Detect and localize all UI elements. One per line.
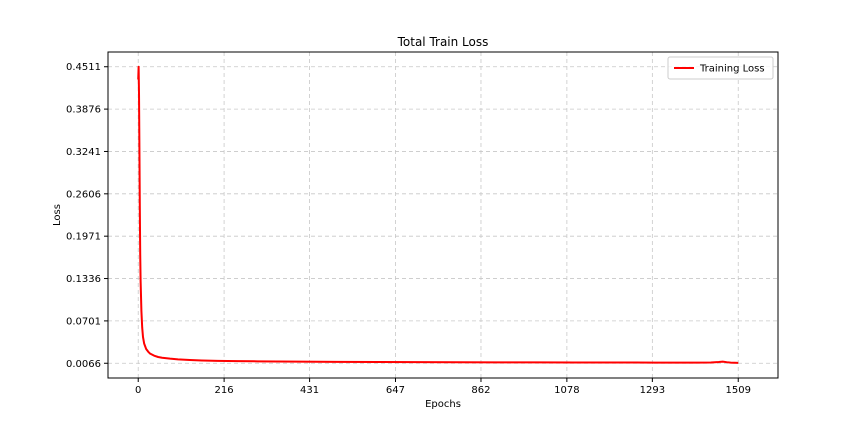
legend: Training Loss <box>667 56 774 80</box>
x-tick-label: 0 <box>135 385 141 396</box>
grid-lines <box>108 52 778 378</box>
x-tick-label: 1509 <box>726 385 751 396</box>
y-tick-label: 0.1336 <box>66 274 101 285</box>
x-tick-label: 216 <box>215 385 234 396</box>
y-tick-label: 0.1971 <box>66 232 101 243</box>
y-tick-label: 0.3241 <box>66 147 101 158</box>
y-tick-label: 0.2606 <box>66 189 101 200</box>
y-ticks: 0.0066 0.0701 0.1336 0.1971 0.2606 0.3241 0.38… <box>66 62 108 370</box>
y-axis-label: Loss <box>52 204 63 226</box>
y-tick-label: 0.0701 <box>66 316 101 327</box>
x-ticks: 0 216 431 647 862 1078 1293 1509 <box>135 378 751 396</box>
x-tick-label: 431 <box>300 385 319 396</box>
series-lines <box>137 65 739 364</box>
x-axis-label: Epochs <box>425 399 461 410</box>
series-line-training-loss <box>137 65 739 364</box>
x-tick-label: 862 <box>471 385 490 396</box>
legend-box <box>667 56 774 80</box>
chart-title: Total Train Loss <box>397 35 489 49</box>
x-tick-label: 1293 <box>640 385 665 396</box>
legend-label: Training Loss <box>699 64 765 75</box>
y-tick-label: 0.0066 <box>66 359 101 370</box>
y-tick-label: 0.4511 <box>66 62 101 73</box>
x-tick-label: 647 <box>386 385 405 396</box>
y-tick-label: 0.3876 <box>66 105 101 116</box>
plot-frame <box>107 51 779 379</box>
x-tick-label: 1078 <box>554 385 579 396</box>
